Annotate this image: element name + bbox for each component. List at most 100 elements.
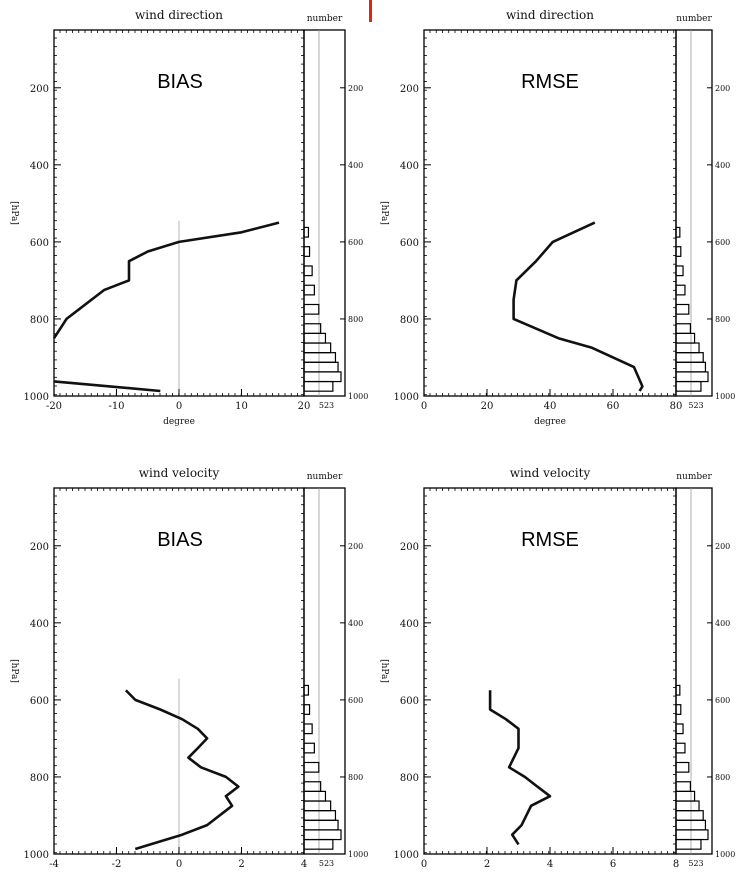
y-tick-label: 800 (400, 315, 419, 326)
hist-y-tick-label: 400 (715, 619, 730, 628)
hist-y-tick-label: 200 (348, 542, 363, 551)
histogram-bar (675, 246, 682, 257)
histogram-bar (675, 303, 690, 315)
y-axis-label: [hPa] (9, 201, 19, 225)
x-tick-label: 0 (176, 859, 182, 870)
y-tick-label: 200 (30, 84, 49, 95)
histogram-bar (303, 361, 339, 373)
x-axis-label: degree (163, 417, 195, 427)
histogram-title: number (307, 14, 343, 24)
hist-y-tick-label: 600 (715, 238, 730, 247)
x-tick-label: -20 (46, 401, 62, 412)
histogram-count: 523 (688, 859, 703, 868)
histogram-bar (303, 303, 320, 315)
y-tick-label: 200 (400, 84, 419, 95)
y-tick-label: 400 (30, 161, 49, 172)
y-tick-label: 1000 (24, 850, 49, 861)
y-axis-label: [hPa] (379, 659, 389, 683)
hist-y-tick-label: 600 (348, 238, 363, 247)
y-axis-label: [hPa] (379, 201, 389, 225)
y-tick-label: 800 (400, 773, 419, 784)
hist-y-tick-label: 400 (348, 619, 363, 628)
hist-y-tick-label: 1000 (348, 392, 368, 401)
chart-title: wind direction (135, 8, 223, 22)
histogram-frame (303, 487, 346, 855)
hist-y-tick-label: 600 (348, 696, 363, 705)
x-tick-label: 80 (670, 401, 683, 412)
hist-y-tick-label: 800 (715, 773, 730, 782)
histogram-bar (303, 284, 315, 296)
histogram-bar (675, 742, 686, 754)
histogram-bar (675, 352, 704, 363)
histogram-bar (675, 332, 696, 344)
y-tick-label: 400 (400, 619, 419, 630)
histogram-bar (675, 800, 700, 812)
histogram-bar (675, 226, 681, 238)
y-tick-label: 400 (30, 619, 49, 630)
hist-y-tick-label: 200 (348, 84, 363, 93)
histogram-bar (675, 838, 702, 850)
histogram-bar (303, 265, 313, 277)
y-tick-label: 1000 (394, 850, 419, 861)
data-line (512, 221, 644, 392)
data-line (124, 689, 240, 851)
y-axis-label: [hPa] (9, 659, 19, 683)
histogram-bar (303, 819, 339, 831)
histogram-bar (675, 810, 704, 821)
panel-label: RMSE (521, 529, 579, 551)
chart-title: wind direction (506, 8, 594, 22)
histogram-bar (303, 742, 315, 754)
chart-title: wind velocity (510, 466, 591, 480)
accent-mark (369, 0, 372, 22)
hist-y-tick-label: 1000 (715, 850, 735, 859)
histogram-bar (303, 380, 334, 392)
y-tick-label: 600 (400, 696, 419, 707)
histogram-bar (303, 829, 342, 841)
x-tick-label: -10 (108, 401, 124, 412)
y-tick-label: 1000 (24, 392, 49, 403)
histogram-bar (303, 352, 337, 363)
data-line (488, 690, 552, 846)
x-tick-label: 2 (238, 859, 244, 870)
histogram-bar (303, 800, 332, 812)
histogram-bar (675, 761, 690, 773)
histogram-bar (303, 838, 334, 850)
x-tick-label: 6 (610, 859, 616, 870)
histogram-bar (303, 761, 320, 773)
histogram-frame (303, 29, 346, 397)
histogram-bar (675, 704, 682, 715)
x-tick-label: 10 (235, 401, 248, 412)
histogram-bar (675, 790, 696, 802)
histogram-count: 523 (319, 401, 334, 410)
x-tick-label: 2 (484, 859, 490, 870)
hist-y-tick-label: 600 (715, 696, 730, 705)
x-tick-label: 0 (421, 401, 427, 412)
hist-y-tick-label: 800 (348, 773, 363, 782)
histogram-bar (303, 790, 327, 802)
y-tick-label: 600 (30, 696, 49, 707)
histogram-bar (303, 810, 337, 821)
histogram-bar (675, 323, 691, 334)
y-tick-label: 400 (400, 161, 419, 172)
histogram-bar (675, 265, 684, 277)
y-tick-label: 800 (30, 315, 49, 326)
x-tick-label: 60 (607, 401, 620, 412)
hist-y-tick-label: 1000 (348, 850, 368, 859)
histogram-bar (675, 284, 686, 296)
x-tick-label: 40 (544, 401, 557, 412)
histogram-bar (303, 723, 313, 735)
x-tick-label: 20 (298, 401, 311, 412)
histogram-bar (675, 723, 684, 735)
x-tick-label: 0 (421, 859, 427, 870)
y-tick-label: 200 (400, 542, 419, 553)
histogram-bar (303, 684, 310, 696)
histogram-bar (303, 332, 327, 344)
hist-y-tick-label: 1000 (715, 392, 735, 401)
x-tick-label: 8 (673, 859, 679, 870)
panel-label: RMSE (521, 71, 579, 93)
panel-label: BIAS (157, 529, 203, 551)
